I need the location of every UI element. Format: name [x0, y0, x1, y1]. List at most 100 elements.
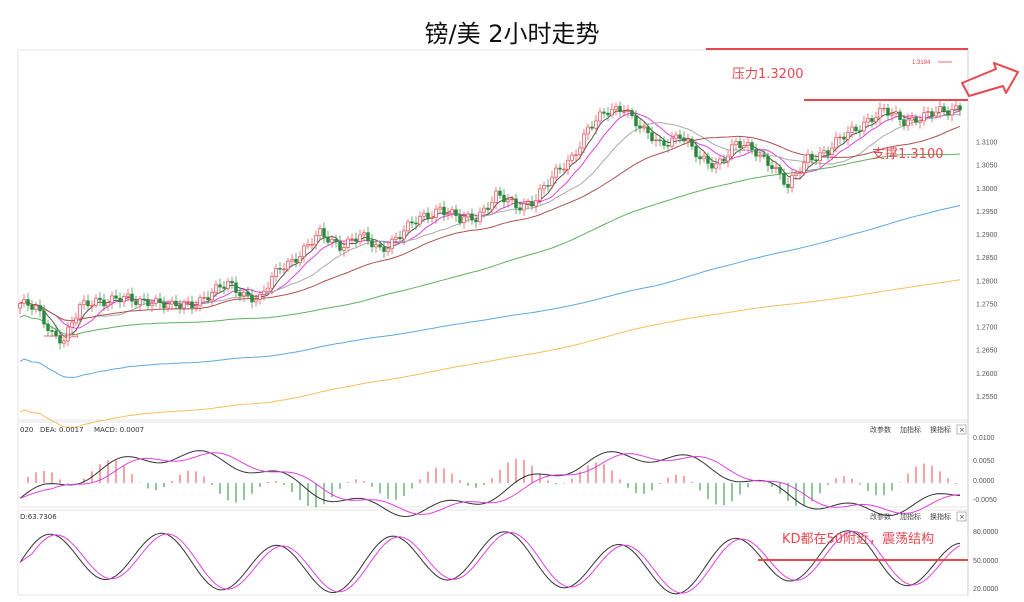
candle-body — [754, 149, 758, 157]
candle-body — [266, 287, 270, 292]
macd-button-params[interactable]: 改参数 — [870, 425, 891, 434]
candle-body — [558, 167, 562, 170]
candle-body — [694, 145, 698, 158]
candle-body — [226, 281, 230, 289]
price-tick-label: 1.2800 — [976, 278, 998, 285]
price-tick-label: 1.2950 — [976, 209, 998, 216]
candle-body — [638, 125, 642, 129]
candle-body — [282, 268, 286, 271]
support-annotation: 支撑1.3100 — [872, 147, 944, 162]
candle-body — [626, 110, 630, 112]
macd-header: 020 DEA: 0.0017 MACD: 0.0007 — [20, 426, 144, 434]
candle-body — [650, 132, 654, 142]
price-tick-label: 1.3050 — [976, 163, 998, 170]
candle-body — [150, 302, 154, 307]
candle-body — [926, 111, 930, 114]
candle-body — [782, 172, 786, 185]
kd-button-switch[interactable]: 换指标 — [930, 512, 951, 521]
macd-button-switch[interactable]: 换指标 — [930, 425, 951, 434]
candle-body — [614, 105, 618, 110]
candle-body — [582, 133, 586, 149]
kd-buttons: 改参数 加指标 换指标 × — [870, 511, 967, 522]
candle-body — [362, 232, 366, 236]
candle-body — [574, 154, 578, 156]
candle-body — [190, 301, 194, 308]
candle-body — [634, 115, 638, 127]
close-icon: × — [959, 426, 965, 434]
candle-body — [586, 126, 590, 135]
candle-body — [402, 230, 406, 240]
candle-body — [30, 304, 34, 310]
candle-body — [218, 284, 222, 288]
moving-average-line — [19, 153, 961, 336]
candle-body — [270, 276, 274, 289]
kd-button-params[interactable]: 改参数 — [870, 512, 891, 521]
high-price-label: 1.3194 — [912, 60, 931, 66]
candle-body — [686, 138, 690, 142]
candle-body — [670, 137, 674, 147]
candle-body — [290, 258, 294, 262]
candle-body — [654, 139, 658, 142]
kd-close-button[interactable] — [956, 511, 967, 522]
candle-body — [542, 185, 546, 190]
kd-button-add[interactable]: 加指标 — [900, 512, 921, 521]
macd-button-add[interactable]: 加指标 — [900, 425, 921, 434]
candle-body — [246, 291, 250, 296]
high-price-marker: 1.3194 — [912, 60, 952, 66]
macd-dea-line — [19, 452, 961, 515]
candle-body — [482, 207, 486, 213]
macd-value-label: MACD: 0.0007 — [94, 426, 144, 434]
macd-close-button[interactable] — [956, 424, 967, 435]
candle-body — [426, 212, 430, 219]
candle-body — [778, 167, 782, 174]
candle-body — [518, 207, 522, 211]
resistance-annotation: 压力1.3200 — [732, 67, 804, 82]
candle-body — [206, 297, 210, 301]
macd-histogram — [27, 458, 957, 508]
candle-body — [562, 168, 566, 171]
candle-body — [258, 294, 262, 300]
candlesticks — [18, 99, 962, 350]
candle-body — [26, 299, 30, 306]
candle-body — [870, 118, 874, 122]
candle-body — [878, 108, 882, 119]
candle-body — [466, 213, 470, 218]
candle-body — [38, 305, 42, 312]
macd-tick: 0.0100 — [973, 435, 995, 442]
candle-body — [658, 139, 662, 142]
candle-body — [458, 215, 462, 223]
candle-body — [318, 228, 322, 236]
candle-body — [494, 190, 498, 203]
price-tick-label: 1.2550 — [976, 394, 998, 401]
candle-body — [22, 299, 26, 304]
moving-average-line — [19, 205, 961, 378]
candle-body — [114, 295, 118, 299]
candle-body — [394, 236, 398, 240]
candle-body — [762, 154, 766, 157]
candle-body — [146, 299, 150, 307]
chart-title: 镑/美 2小时走势 — [424, 20, 600, 48]
candle-body — [314, 235, 318, 245]
candle-body — [390, 238, 394, 250]
candle-body — [46, 323, 50, 331]
macd-tick: -0.0050 — [973, 497, 997, 504]
candle-body — [742, 145, 746, 148]
kd-tick: 50.0000 — [973, 558, 998, 565]
candle-body — [142, 298, 146, 301]
candle-body — [222, 286, 226, 289]
candle-body — [662, 140, 666, 146]
candle-body — [250, 294, 254, 303]
candle-body — [790, 175, 794, 188]
candle-body — [254, 299, 258, 303]
candle-body — [786, 183, 790, 188]
candle-body — [298, 256, 302, 263]
candle-body — [82, 300, 86, 306]
candle-body — [462, 216, 466, 223]
candle-body — [162, 302, 166, 309]
candle-body — [538, 188, 542, 201]
kd-ticks: 80.0000 50.0000 20.0000 — [973, 529, 998, 593]
candle-body — [50, 330, 54, 332]
candle-body — [554, 167, 558, 178]
candle-body — [938, 106, 942, 113]
